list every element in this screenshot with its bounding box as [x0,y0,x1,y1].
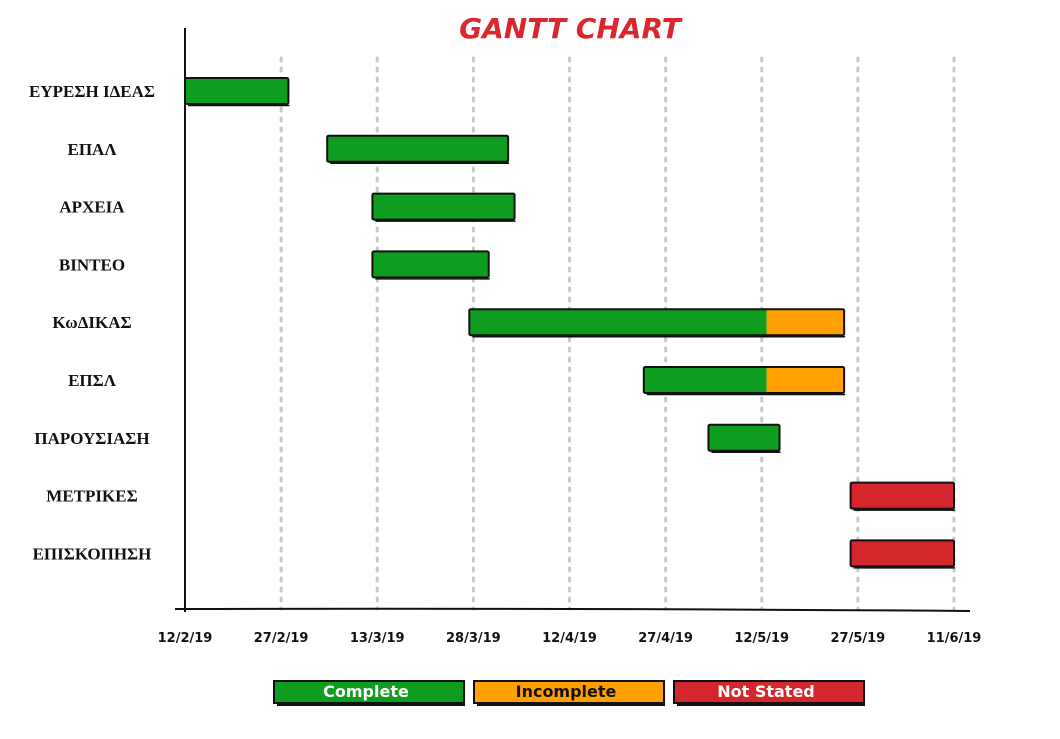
x-tick-label: 12/2/19 [158,631,213,646]
x-tick-label: 12/5/19 [734,631,789,646]
x-tick-label: 27/4/19 [638,631,693,646]
bar-segment-not-stated [850,482,954,509]
task-bar [849,539,955,569]
x-tick-label: 12/4/19 [542,631,597,646]
bar-segment-complete [643,367,767,393]
task-label: ΜΕΤΡΙΚΕΣ [46,487,137,506]
task-label: ΕΠΣΛ [68,371,117,390]
legend-swatch [274,681,464,703]
bar-segment-incomplete [766,309,845,336]
legend-item: Incomplete [473,680,665,706]
task-label: ΕΠΙΣΚΟΠΗΣΗ [33,544,152,563]
bar-outline [371,192,516,221]
bar-outline [707,423,781,452]
bar-outline [468,308,846,337]
task-label: ΕΥΡΕΣΗ ΙΔΕΑΣ [29,82,155,101]
task-label: ΕΠΑΛ [67,140,117,159]
x-tick-labels: 12/2/19 27/2/19 13/3/19 28/3/19 12/4/19 27/4/… [158,631,982,646]
task-bar [642,366,846,396]
task-bar [468,308,846,338]
task-bar [371,250,490,280]
bar-segment-incomplete [766,367,845,393]
task-label: ΚωΔΙΚΑΣ [52,313,131,332]
task-bar [849,481,955,511]
y-axis [183,27,186,613]
axes [174,27,971,613]
legend-swatch [474,681,664,703]
bar-segment-complete [708,424,780,451]
task-bars [184,77,955,569]
bar-outline [849,481,955,510]
legend-item: Complete [273,680,465,706]
chart-title: GANTT CHART [459,12,683,45]
bar-segment-complete [372,251,489,278]
x-tick-label: 27/2/19 [254,631,309,646]
legend-label: Incomplete [516,682,617,701]
legend-outline [273,680,465,704]
bar-segment-complete [185,78,289,104]
legend-outline [673,680,865,704]
bar-outline [849,539,955,568]
task-labels: ΕΥΡΕΣΗ ΙΔΕΑΣ ΕΠΑΛ ΑΡΧΕΙΑ ΒΙΝΤΕΟ ΚωΔΙΚΑΣ ΕΠΣΛ Π… [29,82,155,563]
task-bar [326,134,510,165]
bar-outline [184,77,290,105]
bar-outline [371,250,490,279]
bar-segment-complete [327,135,509,162]
legend-outline [473,680,665,704]
bar-segment-not-stated [850,540,954,567]
x-axis [174,607,971,612]
task-label: ΒΙΝΤΕΟ [59,255,125,274]
bar-segment-complete [469,309,767,336]
x-tick-label: 11/6/19 [927,631,982,646]
legend-item: Not Stated [673,680,865,706]
legend: Complete Incomplete Not Stated [273,680,865,706]
task-bar [371,192,516,222]
bar-outline [326,134,510,163]
task-label: ΑΡΧΕΙΑ [59,198,125,217]
x-tick-label: 27/5/19 [831,631,886,646]
x-tick-label: 13/3/19 [350,631,405,646]
x-tick-label: 28/3/19 [446,631,501,646]
legend-swatch [674,681,864,703]
task-bar [184,77,290,107]
task-bar [707,423,781,454]
legend-label: Complete [323,682,409,701]
legend-label: Not Stated [717,682,815,701]
bar-outline [642,366,846,394]
task-label: ΠΑΡΟΥΣΙΑΣΗ [34,429,149,448]
bar-segment-complete [372,193,515,220]
